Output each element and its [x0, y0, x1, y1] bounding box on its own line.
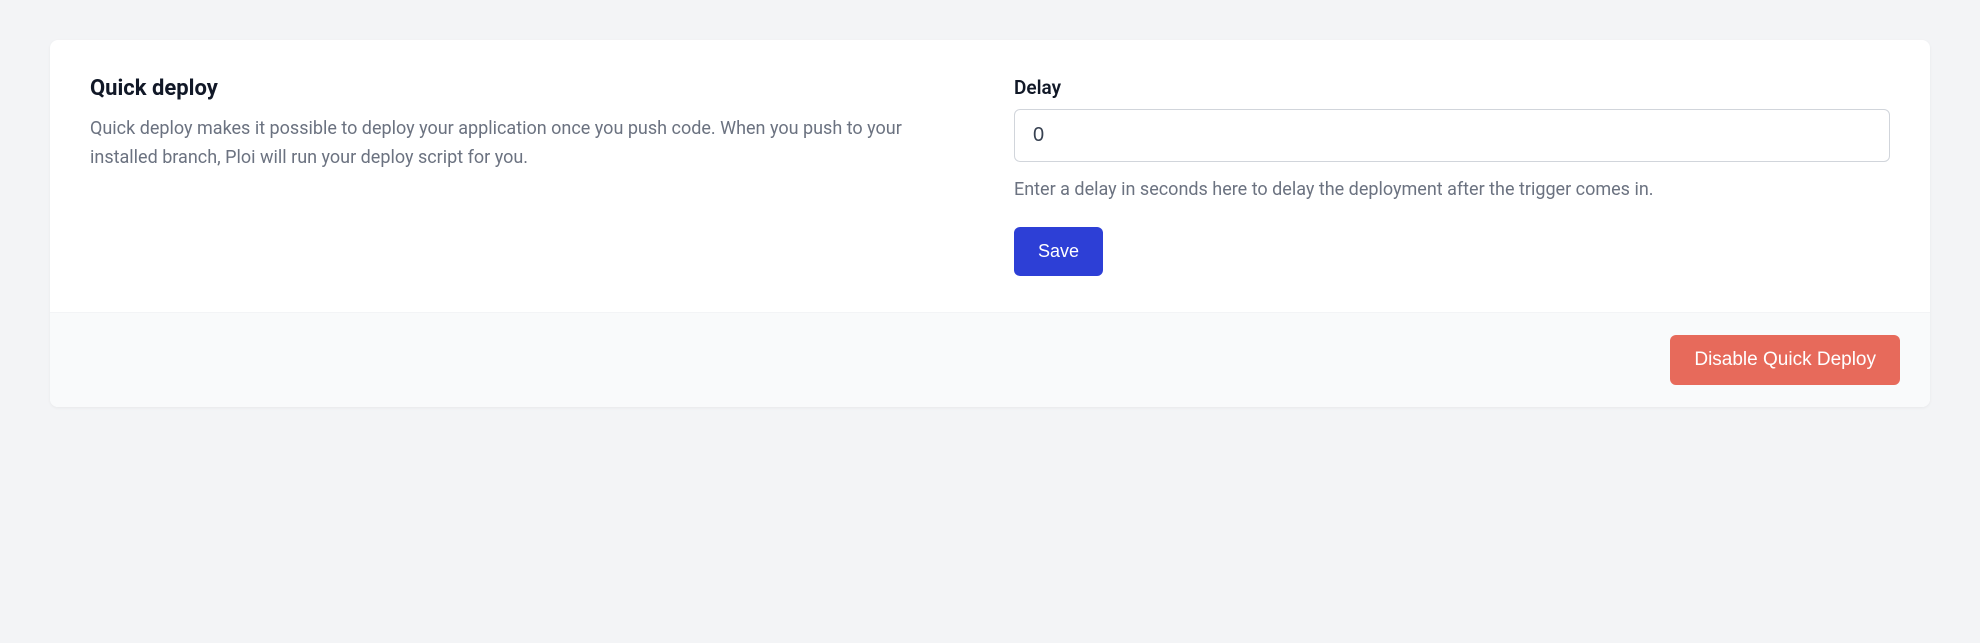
card-body: Quick deploy Quick deploy makes it possi…	[50, 40, 1930, 312]
save-button[interactable]: Save	[1014, 227, 1103, 276]
quick-deploy-card: Quick deploy Quick deploy makes it possi…	[50, 40, 1930, 407]
info-column: Quick deploy Quick deploy makes it possi…	[90, 76, 954, 276]
section-description: Quick deploy makes it possible to deploy…	[90, 115, 954, 173]
card-footer: Disable Quick Deploy	[50, 312, 1930, 407]
delay-label: Delay	[1014, 76, 1890, 99]
form-column: Delay Enter a delay in seconds here to d…	[1014, 76, 1890, 276]
section-title: Quick deploy	[90, 76, 954, 101]
delay-input[interactable]	[1014, 109, 1890, 162]
delay-help-text: Enter a delay in seconds here to delay t…	[1014, 176, 1890, 205]
disable-quick-deploy-button[interactable]: Disable Quick Deploy	[1670, 335, 1900, 385]
